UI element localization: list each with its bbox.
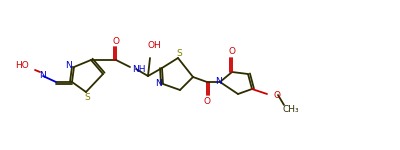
Text: O: O [228,48,236,57]
Text: S: S [176,50,182,58]
Text: S: S [84,93,90,102]
Text: N: N [155,80,161,88]
Text: N: N [66,60,72,69]
Text: N: N [40,70,46,80]
Text: O: O [204,96,210,105]
Text: NH: NH [132,66,146,75]
Text: OH: OH [147,42,161,51]
Text: CH₃: CH₃ [283,105,299,114]
Text: O: O [274,90,281,99]
Text: O: O [112,36,120,45]
Text: N: N [216,76,222,85]
Text: HO: HO [15,60,29,69]
